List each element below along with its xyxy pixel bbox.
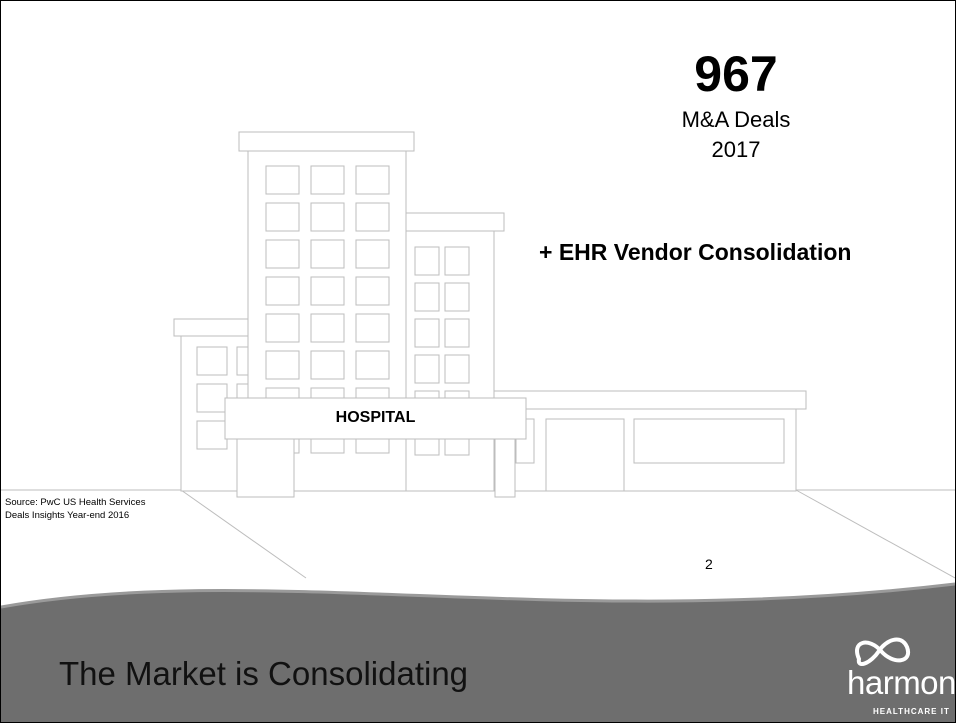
window [265, 239, 300, 269]
window [355, 202, 390, 232]
window [414, 354, 440, 384]
window [444, 318, 470, 348]
window [355, 350, 390, 380]
stat-year: 2017 [711, 137, 761, 162]
logo-icon [855, 637, 911, 666]
window [310, 350, 345, 380]
window [310, 202, 345, 232]
window [414, 246, 440, 276]
window [310, 313, 345, 343]
page-number: 2 [705, 556, 713, 572]
stat-label: M&A Deals [681, 107, 791, 132]
window [355, 239, 390, 269]
window [310, 239, 345, 269]
window [265, 165, 300, 195]
window [444, 282, 470, 312]
sign-text: HOSPITAL [335, 409, 416, 426]
footer-wave [1, 584, 955, 722]
slide-title: The Market is Consolidating [59, 655, 469, 692]
window [310, 276, 345, 306]
window [265, 313, 300, 343]
headline: + EHR Vendor Consolidation [539, 239, 852, 265]
logo-tagline: HEALTHCARE IT [873, 707, 950, 716]
window [265, 202, 300, 232]
window [355, 313, 390, 343]
source-line: Deals Insights Year-end 2016 [5, 510, 130, 521]
logo-name: harmony [847, 664, 956, 701]
window [414, 318, 440, 348]
source-line: Source: PwC US Health Services [5, 497, 146, 508]
window [355, 165, 390, 195]
window [310, 165, 345, 195]
window [355, 276, 390, 306]
stat-number: 967 [694, 46, 778, 102]
window [265, 350, 300, 380]
window [414, 282, 440, 312]
window [444, 354, 470, 384]
window [265, 276, 300, 306]
window [444, 246, 470, 276]
